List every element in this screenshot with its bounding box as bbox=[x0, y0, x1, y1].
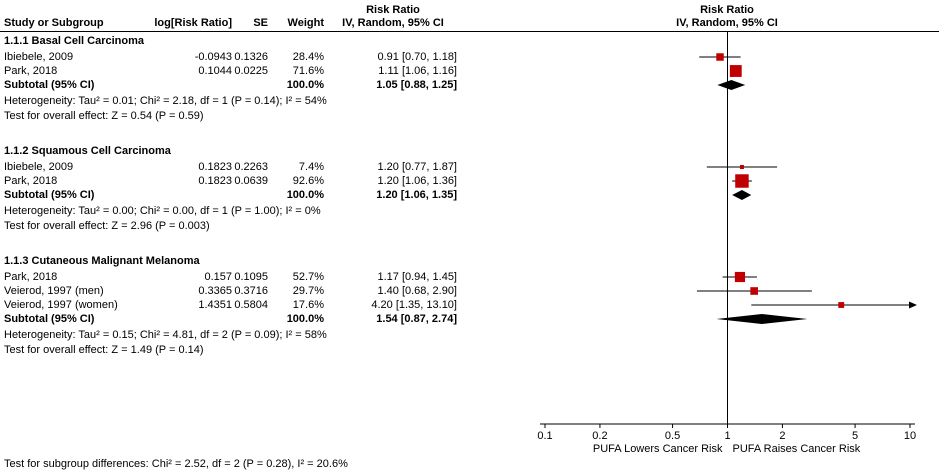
x-tick-label: 0.2 bbox=[592, 430, 607, 442]
ci-value: 1.54 [0.87, 2.74] bbox=[376, 313, 457, 325]
overall-effect-text: Test for overall effect: Z = 1.49 (P = 0… bbox=[4, 344, 204, 356]
x-tick-label: 10 bbox=[904, 430, 916, 442]
effect-square bbox=[716, 53, 724, 61]
weight-value: 17.6% bbox=[292, 299, 324, 311]
effect-square bbox=[734, 271, 746, 283]
col-header-weight: Weight bbox=[287, 17, 324, 29]
log-risk-ratio-value: 0.1823 bbox=[198, 175, 232, 187]
ci-value: 0.91 [0.70, 1.18] bbox=[377, 51, 457, 63]
heterogeneity-text: Heterogeneity: Tau² = 0.15; Chi² = 4.81,… bbox=[4, 329, 327, 341]
ci-value: 1.05 [0.88, 1.25] bbox=[376, 79, 457, 91]
log-risk-ratio-value: 0.3365 bbox=[198, 285, 232, 297]
study-label: Park, 2018 bbox=[4, 271, 58, 283]
subtotal-diamond bbox=[732, 190, 752, 200]
ci-value: 1.20 [1.06, 1.36] bbox=[377, 175, 457, 187]
risk-ratio-header-left: Risk Ratio bbox=[366, 4, 420, 16]
x-tick-label: 1 bbox=[724, 430, 730, 442]
log-risk-ratio-value: 0.1823 bbox=[198, 161, 232, 173]
effect-square bbox=[750, 287, 758, 295]
overall-effect-text: Test for overall effect: Z = 2.96 (P = 0… bbox=[4, 220, 210, 232]
study-label: Subtotal (95% CI) bbox=[4, 313, 95, 325]
axis-caption-right: PUFA Raises Cancer Risk bbox=[733, 443, 861, 455]
x-tick-label: 0.1 bbox=[537, 430, 552, 442]
x-tick-label: 0.5 bbox=[665, 430, 680, 442]
heterogeneity-text: Heterogeneity: Tau² = 0.00; Chi² = 0.00,… bbox=[4, 205, 321, 217]
overall-effect-text: Test for overall effect: Z = 0.54 (P = 0… bbox=[4, 110, 204, 122]
ci-arrow-right bbox=[909, 301, 917, 309]
col-header-ci: IV, Random, 95% CI bbox=[342, 17, 444, 29]
weight-value: 29.7% bbox=[292, 285, 324, 297]
study-label: Park, 2018 bbox=[4, 175, 58, 187]
effect-square bbox=[739, 165, 744, 169]
weight-value: 100.0% bbox=[286, 189, 324, 201]
ci-value: 4.20 [1.35, 13.10] bbox=[371, 299, 457, 311]
subtotal-diamond bbox=[717, 80, 746, 90]
log-risk-ratio-value: 0.157 bbox=[204, 271, 232, 283]
weight-value: 28.4% bbox=[292, 51, 324, 63]
log-risk-ratio-value: -0.0943 bbox=[194, 51, 232, 63]
ci-value: 1.20 [1.06, 1.35] bbox=[376, 189, 457, 201]
se-value: 0.1326 bbox=[234, 51, 268, 63]
se-value: 0.2263 bbox=[234, 161, 268, 173]
subgroup-differences-text: Test for subgroup differences: Chi² = 2.… bbox=[4, 458, 348, 470]
study-label: Ibiebele, 2009 bbox=[4, 161, 74, 173]
study-label: Veierod, 1997 (men) bbox=[4, 285, 104, 297]
log-risk-ratio-value: 1.4351 bbox=[198, 299, 232, 311]
study-label: Ibiebele, 2009 bbox=[4, 51, 74, 63]
se-value: 0.0639 bbox=[234, 175, 268, 187]
study-label: Subtotal (95% CI) bbox=[4, 79, 95, 91]
weight-value: 7.4% bbox=[298, 161, 324, 173]
section-title: 1.1.1 Basal Cell Carcinoma bbox=[4, 35, 145, 47]
heterogeneity-text: Heterogeneity: Tau² = 0.01; Chi² = 2.18,… bbox=[4, 95, 327, 107]
axis-caption-left: PUFA Lowers Cancer Risk bbox=[593, 443, 723, 455]
plot-header-ci: IV, Random, 95% CI bbox=[676, 17, 778, 29]
ci-value: 1.17 [0.94, 1.45] bbox=[377, 271, 457, 283]
header-divider bbox=[0, 31, 939, 32]
weight-value: 52.7% bbox=[292, 271, 324, 283]
col-header-logrr: log[Risk Ratio] bbox=[154, 17, 232, 29]
subtotal-diamond bbox=[716, 314, 808, 324]
section-title: 1.1.3 Cutaneous Malignant Melanoma bbox=[4, 255, 200, 267]
col-header-study: Study or Subgroup bbox=[4, 17, 104, 29]
weight-value: 71.6% bbox=[292, 65, 324, 77]
effect-square bbox=[735, 174, 749, 188]
ci-value: 1.20 [0.77, 1.87] bbox=[377, 161, 457, 173]
study-label: Veierod, 1997 (women) bbox=[4, 299, 118, 311]
weight-value: 100.0% bbox=[286, 313, 324, 325]
risk-ratio-header-right: Risk Ratio bbox=[700, 4, 754, 16]
x-tick-label: 5 bbox=[852, 430, 858, 442]
effect-square bbox=[838, 302, 845, 308]
se-value: 0.0225 bbox=[234, 65, 268, 77]
se-value: 0.5804 bbox=[234, 299, 268, 311]
study-label: Park, 2018 bbox=[4, 65, 58, 77]
study-label: Subtotal (95% CI) bbox=[4, 189, 95, 201]
x-tick-label: 2 bbox=[779, 430, 785, 442]
ci-value: 1.11 [1.06, 1.16] bbox=[378, 65, 457, 77]
section-title: 1.1.2 Squamous Cell Carcinoma bbox=[4, 145, 171, 157]
ci-value: 1.40 [0.68, 2.90] bbox=[377, 285, 457, 297]
log-risk-ratio-value: 0.1044 bbox=[198, 65, 232, 77]
se-value: 0.3716 bbox=[234, 285, 268, 297]
weight-value: 100.0% bbox=[286, 79, 324, 91]
effect-square bbox=[729, 65, 742, 77]
weight-value: 92.6% bbox=[292, 175, 324, 187]
col-header-se: SE bbox=[253, 17, 268, 29]
se-value: 0.1095 bbox=[234, 271, 268, 283]
